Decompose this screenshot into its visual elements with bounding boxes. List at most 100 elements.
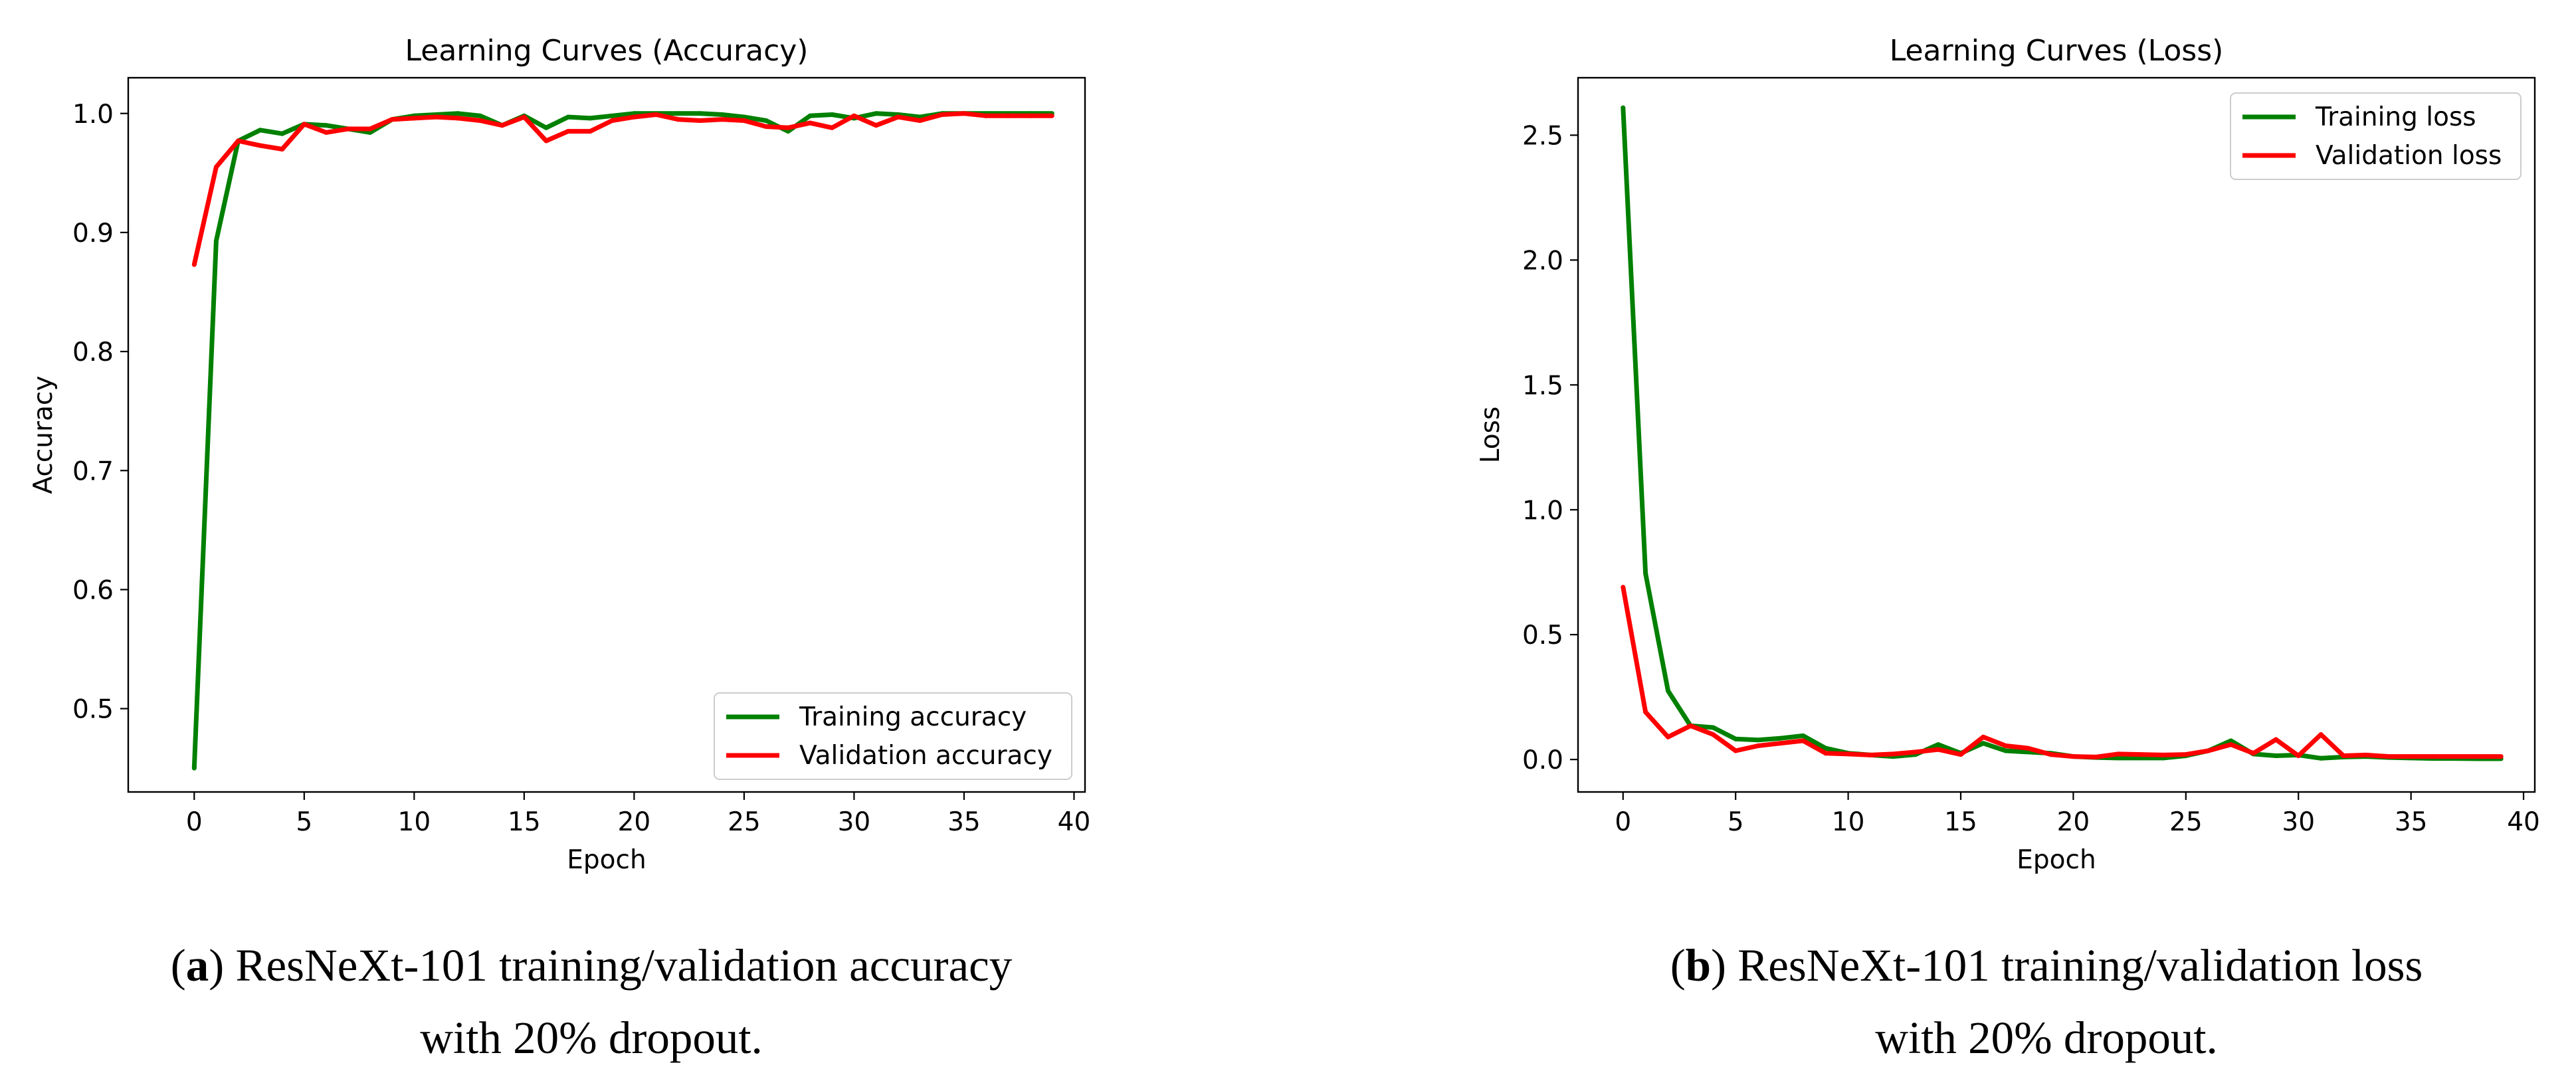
data-point [829,112,835,118]
data-point [236,138,241,144]
data-point [1846,751,1851,757]
data-point [763,118,769,123]
chart-accuracy: 0 5 10 15 20 25 30 35 40 0.5 0.6 0.7 0.8 0.9 1.0 Learni… [29,34,1090,1063]
data-point [2386,754,2391,759]
x-axis-label: Epoch [2017,845,2096,875]
data-point [1733,748,1738,753]
data-point [2431,754,2436,759]
data-point [433,114,439,120]
x-tick-label: 0 [186,807,203,837]
data-point [763,124,769,129]
data-point [653,112,658,118]
data-point [213,238,219,243]
data-point [1666,734,1671,739]
x-tick-label: 30 [838,807,871,837]
data-point [918,118,923,123]
data-point [940,112,945,118]
series-line-validation-accuracy [191,111,1052,266]
data-point [785,125,791,130]
caption-line-2: with 20% dropout. [1875,1013,2218,1063]
x-tick-label: 35 [947,807,981,837]
caption-prefix: ( [1670,940,1686,991]
data-point [213,164,219,169]
data-point [2318,755,2324,761]
y-tick-label: 1.0 [1522,496,1563,526]
series-line-training-accuracy [191,111,1052,769]
data-point [280,131,285,136]
data-point [522,114,527,120]
y-tick-label: 0.6 [72,575,114,605]
data-point [1935,747,1941,752]
data-point [720,112,725,118]
caption-line-1: (b) ResNeXt-101 training/validation loss [1670,940,2423,991]
legend-label: Training loss [2315,102,2476,132]
data-point [1005,113,1011,118]
caption-text: ) ResNeXt-101 training/validation accura… [209,940,1012,991]
data-point [324,123,329,128]
data-point [2341,753,2346,758]
data-point [1710,725,1716,730]
data-point [698,111,703,116]
data-point [609,113,615,118]
data-point [191,765,197,771]
data-point [2206,748,2211,753]
data-point [456,116,461,121]
data-point [2003,748,2009,753]
data-point [478,118,483,123]
data-point [676,117,681,122]
y-tick-label: 0.5 [1522,621,1563,650]
x-tick-label: 40 [2507,807,2540,837]
data-point [1710,732,1716,737]
data-point [2229,742,2234,747]
x-tick-label: 35 [2395,807,2428,837]
caption-prefix: ( [171,940,186,991]
data-point [1890,751,1896,757]
data-point [500,123,505,128]
data-point [2070,754,2076,759]
data-point [2453,754,2458,759]
data-point [676,111,681,116]
data-point [258,128,263,133]
data-point [874,111,879,116]
data-point [2138,752,2143,757]
data-point [2183,752,2189,757]
y-tick-label: 0.0 [1522,745,1563,775]
data-point [720,117,725,122]
data-point [2116,755,2121,761]
x-tick-label: 5 [296,807,312,837]
data-point [346,126,351,132]
legend: Training accuracy Validation accuracy [714,692,1072,780]
data-point [2409,754,2414,759]
data-point [961,111,967,116]
data-point [1688,723,1693,728]
data-point [609,118,615,123]
data-point [1643,710,1648,715]
data-point [2229,738,2234,743]
data-point [565,114,571,120]
y-tick-label: 0.5 [72,695,114,725]
data-point [191,262,197,267]
data-point [1778,735,1783,741]
data-point [478,113,483,118]
data-point [544,138,549,144]
series-line-validation-loss [1621,587,2502,759]
chart-title: Learning Curves (Loss) [1890,34,2224,68]
legend-box [2230,92,2522,180]
data-point [411,116,417,121]
data-point [2116,751,2121,757]
y-axis-label: Loss [1476,407,1506,464]
x-axis-label: Epoch [567,845,646,875]
data-point [367,126,373,132]
data-point [280,147,285,151]
x-tick-label: 5 [1728,807,1744,837]
data-point [851,113,856,118]
data-point [1868,752,1873,757]
data-point [2273,737,2278,742]
legend-label: Validation accuracy [799,741,1052,771]
data-point [1801,738,1806,743]
data-point [807,120,813,126]
data-point [587,116,593,121]
data-point [2318,732,2324,737]
y-tick-label: 1.0 [72,100,114,130]
